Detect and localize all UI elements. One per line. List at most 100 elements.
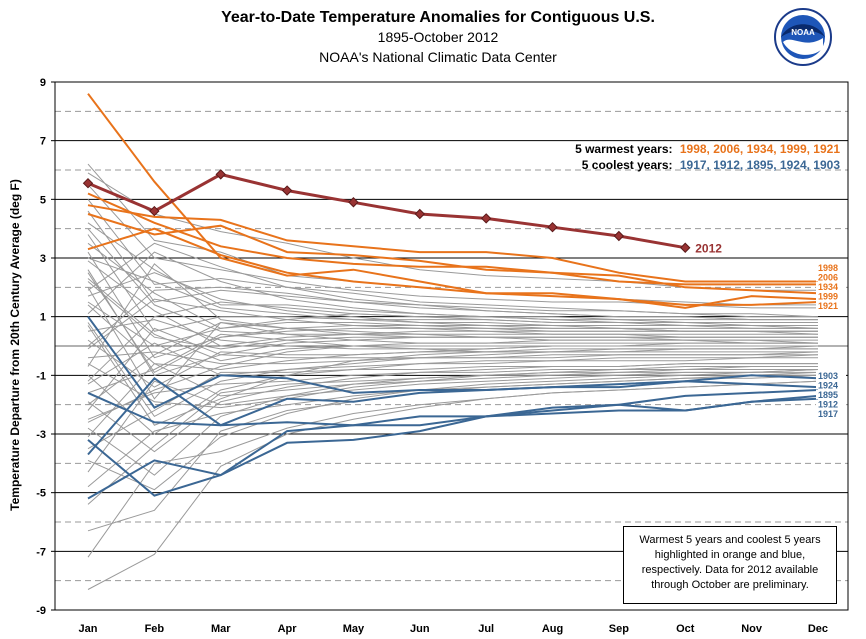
series-label-bg xyxy=(816,409,846,418)
series-label-bg xyxy=(816,291,846,301)
legend-warm-label: 5 warmest years: xyxy=(575,142,672,156)
x-tick-label: Feb xyxy=(145,623,165,635)
warm-year-line xyxy=(87,213,819,295)
warm-year-line xyxy=(87,192,818,286)
background-year-line xyxy=(87,281,818,350)
series-label-bg xyxy=(816,371,846,380)
background-year-line xyxy=(87,363,818,450)
warm-year-lines xyxy=(87,93,819,309)
plot-border xyxy=(54,81,849,611)
cool-year-line xyxy=(87,394,819,500)
year-2012-marker xyxy=(547,221,558,233)
series-end-label: 1903 xyxy=(818,371,838,381)
legend-warm-years: 1998, 2006, 1934, 1999, 1921 xyxy=(680,142,840,156)
x-tick-label: May xyxy=(343,623,365,635)
legend-warm: 5 warmest years: 1998, 2006, 1934, 1999,… xyxy=(575,142,840,156)
series-label-bg xyxy=(816,272,846,282)
x-tick-label: Apr xyxy=(278,623,298,635)
year-2012-marker xyxy=(281,185,293,196)
year-2012-marker xyxy=(149,205,160,217)
series-end-label: 1934 xyxy=(818,282,838,292)
y-tick-label: 5 xyxy=(40,194,46,206)
chart-title: Year-to-Date Temperature Anomalies for C… xyxy=(221,9,655,26)
warm-year-line xyxy=(87,93,819,306)
chart-subtitle-source: NOAA's National Climatic Data Center xyxy=(319,49,557,65)
series-end-label: 2006 xyxy=(818,273,838,283)
cool-year-line xyxy=(87,376,819,456)
x-tick-label: Sep xyxy=(609,623,629,635)
year-2012-marker xyxy=(82,177,94,189)
x-tick-label: Aug xyxy=(542,623,563,635)
warm-year-line xyxy=(87,204,818,283)
background-year-line xyxy=(87,228,818,335)
series-end-label: 1924 xyxy=(818,381,838,391)
x-tick-label: Jan xyxy=(79,623,98,635)
y-tick-label: 7 xyxy=(40,136,46,148)
series-end-label: 1912 xyxy=(818,400,838,410)
year-2012-marker xyxy=(613,230,625,242)
y-tick-label: -5 xyxy=(36,488,46,500)
y-tick-label: 3 xyxy=(40,253,46,265)
series-end-label: 1917 xyxy=(818,409,838,419)
series-label-bg xyxy=(816,301,846,310)
year-2012-line: 2012 xyxy=(82,169,722,256)
x-tick-label: Nov xyxy=(741,623,763,635)
cool-year-line xyxy=(87,316,819,409)
year-2012-marker xyxy=(480,213,492,224)
background-year-line xyxy=(87,369,819,505)
year-2012-marker xyxy=(414,208,426,220)
axes: -9 -7 -5 -3 -1 1 3 5 7 9 Jan Feb Mar Apr May Jun Jul Aug S… xyxy=(36,77,849,635)
series-end-label: 1998 xyxy=(818,263,838,273)
series-end-label: 1895 xyxy=(818,390,838,400)
series-label-bg xyxy=(816,282,846,291)
y-tick-label: -1 xyxy=(36,370,46,382)
legend-cool-label: 5 coolest years: xyxy=(582,158,673,172)
x-tick-label: Oct xyxy=(676,623,695,635)
background-year-line xyxy=(87,374,818,532)
background-year-line xyxy=(87,380,819,590)
series-end-label: 1921 xyxy=(818,301,838,311)
background-year-line xyxy=(87,257,818,329)
cool-year-line xyxy=(87,374,819,427)
y-tick-label: 1 xyxy=(40,312,46,324)
chart-note: Warmest 5 years and coolest 5 years high… xyxy=(623,526,837,604)
noaa-logo-icon: NOAA xyxy=(774,8,832,66)
background-year-line xyxy=(87,301,818,382)
year-2012-polyline xyxy=(87,172,686,250)
background-year-line xyxy=(87,363,818,409)
legend-cool-years: 1917, 1912, 1895, 1924, 1903 xyxy=(680,158,840,172)
year-2012-label: 2012 xyxy=(695,242,722,256)
background-year-line xyxy=(87,325,818,426)
year-2012-marker xyxy=(680,242,691,253)
chart-subtitle-dates: 1895-October 2012 xyxy=(378,29,499,45)
background-year-line xyxy=(87,210,818,318)
series-label-bg xyxy=(816,263,846,272)
year-2012-marker xyxy=(348,197,359,208)
cool-year-lines xyxy=(87,316,819,500)
legend-cool: 5 coolest years: 1917, 1912, 1895, 1924,… xyxy=(582,158,841,172)
cool-year-line xyxy=(87,397,819,497)
x-tick-label: Jul xyxy=(478,623,494,635)
background-year-line xyxy=(87,366,818,420)
y-tick-label: -3 xyxy=(36,429,46,441)
x-tick-label: Jun xyxy=(410,623,430,635)
y-tick-label: -9 xyxy=(36,605,46,617)
y-tick-label: 9 xyxy=(40,77,46,89)
y-axis-label: Temperature Departure from 20th Century … xyxy=(8,179,22,511)
background-year-line xyxy=(87,345,818,423)
series-end-label: 1999 xyxy=(818,292,838,302)
year-2012-marker xyxy=(215,169,226,180)
background-year-line xyxy=(87,354,819,435)
series-label-bg xyxy=(816,390,846,399)
background-year-line xyxy=(87,371,818,473)
warm-year-line xyxy=(87,227,819,309)
series-label-bg xyxy=(816,399,846,409)
background-year-line xyxy=(87,333,818,394)
y-tick-label: -7 xyxy=(36,546,46,558)
series-label-bg xyxy=(816,380,846,390)
x-tick-label: Mar xyxy=(211,623,231,635)
x-tick-label: Dec xyxy=(808,623,828,635)
background-year-line xyxy=(87,321,818,406)
